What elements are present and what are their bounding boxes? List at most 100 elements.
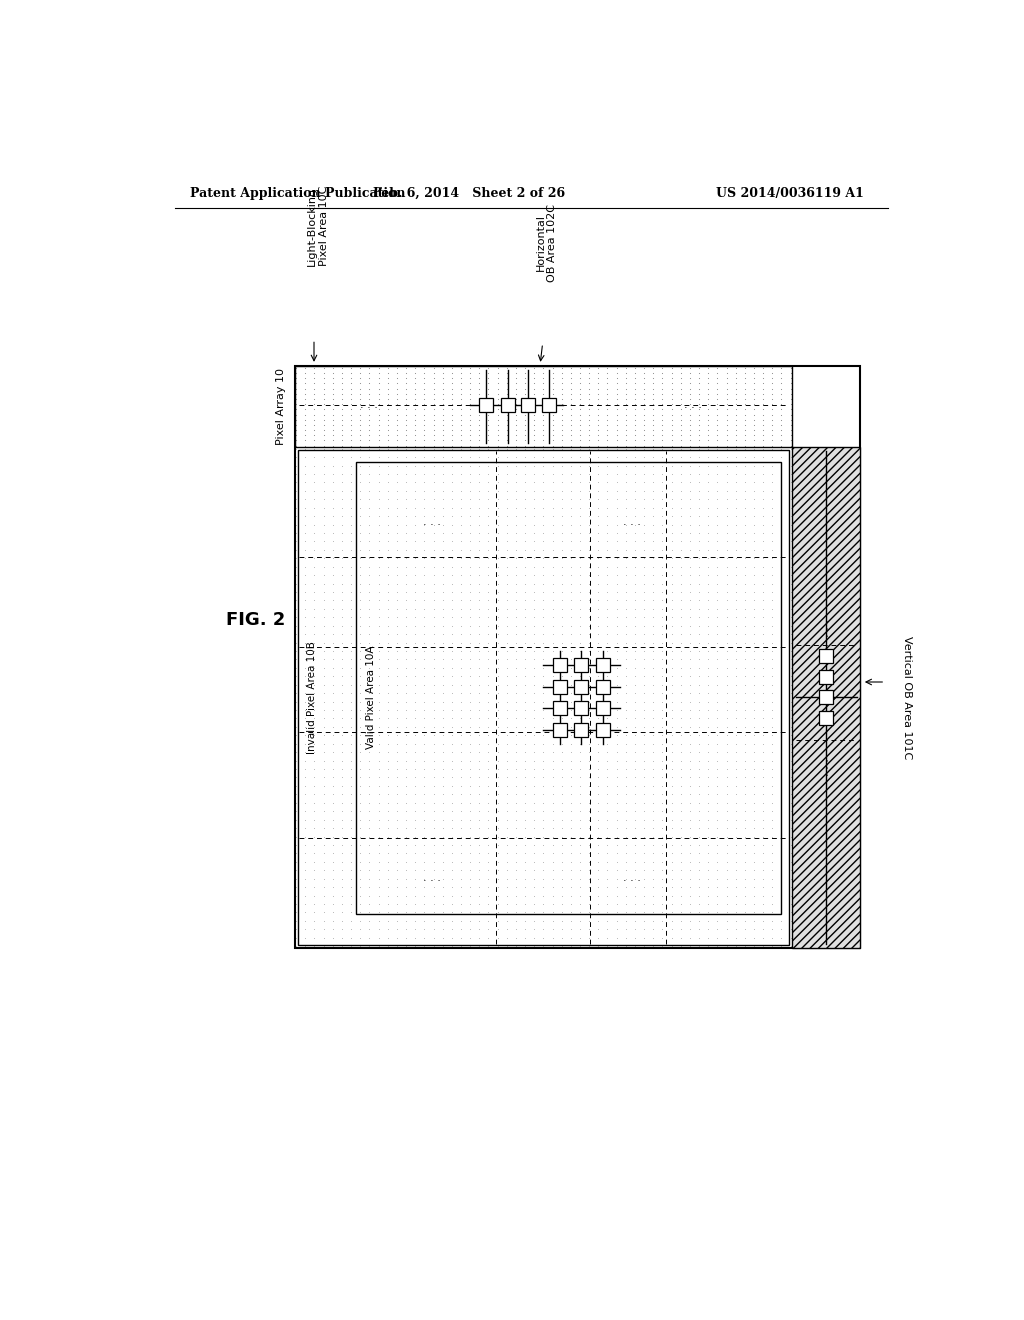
Point: [617, 581, 634, 602]
Point: [434, 425, 451, 446]
Point: [389, 632, 406, 653]
Point: [773, 488, 790, 510]
Point: [380, 372, 396, 393]
Point: [407, 358, 423, 379]
Point: [288, 927, 304, 948]
Point: [416, 640, 432, 661]
Point: [315, 817, 332, 838]
Point: [581, 665, 597, 686]
Point: [371, 436, 387, 457]
Point: [416, 750, 432, 771]
Point: [545, 919, 561, 940]
Text: . . .: . . .: [684, 400, 701, 411]
Point: [764, 700, 780, 721]
Point: [425, 607, 441, 628]
Point: [517, 632, 534, 653]
Point: [343, 927, 359, 948]
Point: [343, 640, 359, 661]
Point: [398, 859, 415, 880]
Point: [581, 936, 597, 957]
Point: [407, 414, 423, 436]
Point: [581, 598, 597, 619]
Point: [755, 565, 771, 586]
Point: [297, 506, 313, 527]
Point: [508, 590, 524, 611]
Point: [489, 414, 506, 436]
Point: [571, 902, 588, 923]
Point: [581, 632, 597, 653]
Point: [581, 817, 597, 838]
Point: [682, 368, 698, 389]
Point: [608, 378, 625, 399]
Point: [389, 894, 406, 915]
Point: [755, 665, 771, 686]
Point: [727, 842, 743, 863]
Point: [562, 498, 579, 519]
Point: [306, 378, 323, 399]
Point: [755, 817, 771, 838]
Point: [727, 801, 743, 822]
Point: [627, 393, 643, 414]
Point: [645, 368, 662, 389]
Point: [654, 590, 671, 611]
Point: [636, 851, 652, 873]
Point: [471, 404, 487, 425]
Point: [508, 936, 524, 957]
Point: [782, 378, 799, 399]
Point: [425, 792, 441, 813]
Point: [425, 708, 441, 729]
Point: [682, 801, 698, 822]
Point: [727, 717, 743, 738]
Point: [288, 372, 304, 393]
Point: [691, 590, 708, 611]
Point: [398, 894, 415, 915]
Point: [425, 378, 441, 399]
Point: [407, 640, 423, 661]
Point: [380, 393, 396, 414]
Point: [782, 615, 799, 636]
Point: [288, 378, 304, 399]
Point: [627, 430, 643, 451]
Point: [343, 859, 359, 880]
Point: [471, 742, 487, 763]
Point: [636, 817, 652, 838]
Point: [517, 894, 534, 915]
Point: [764, 438, 780, 459]
Point: [691, 393, 708, 414]
Point: [508, 471, 524, 492]
Point: [736, 565, 753, 586]
Point: [617, 368, 634, 389]
Point: [562, 632, 579, 653]
Point: [499, 436, 515, 457]
Point: [617, 759, 634, 780]
Point: [700, 657, 717, 678]
Point: [581, 607, 597, 628]
Point: [443, 817, 460, 838]
Point: [673, 506, 689, 527]
Point: [727, 792, 743, 813]
Point: [682, 792, 698, 813]
Point: [398, 548, 415, 569]
Point: [425, 548, 441, 569]
Point: [407, 632, 423, 653]
Point: [554, 632, 570, 653]
Point: [599, 615, 615, 636]
Point: [489, 876, 506, 898]
Point: [325, 775, 341, 796]
Point: [700, 488, 717, 510]
Point: [627, 363, 643, 384]
Point: [480, 775, 497, 796]
Point: [755, 368, 771, 389]
Point: [545, 393, 561, 414]
Point: [288, 513, 304, 535]
Point: [691, 540, 708, 561]
Point: [352, 409, 369, 430]
Point: [571, 565, 588, 586]
Point: [636, 548, 652, 569]
Point: [315, 869, 332, 890]
Point: [727, 565, 743, 586]
Point: [710, 792, 726, 813]
Point: [554, 513, 570, 535]
Point: [453, 623, 469, 644]
Point: [499, 623, 515, 644]
